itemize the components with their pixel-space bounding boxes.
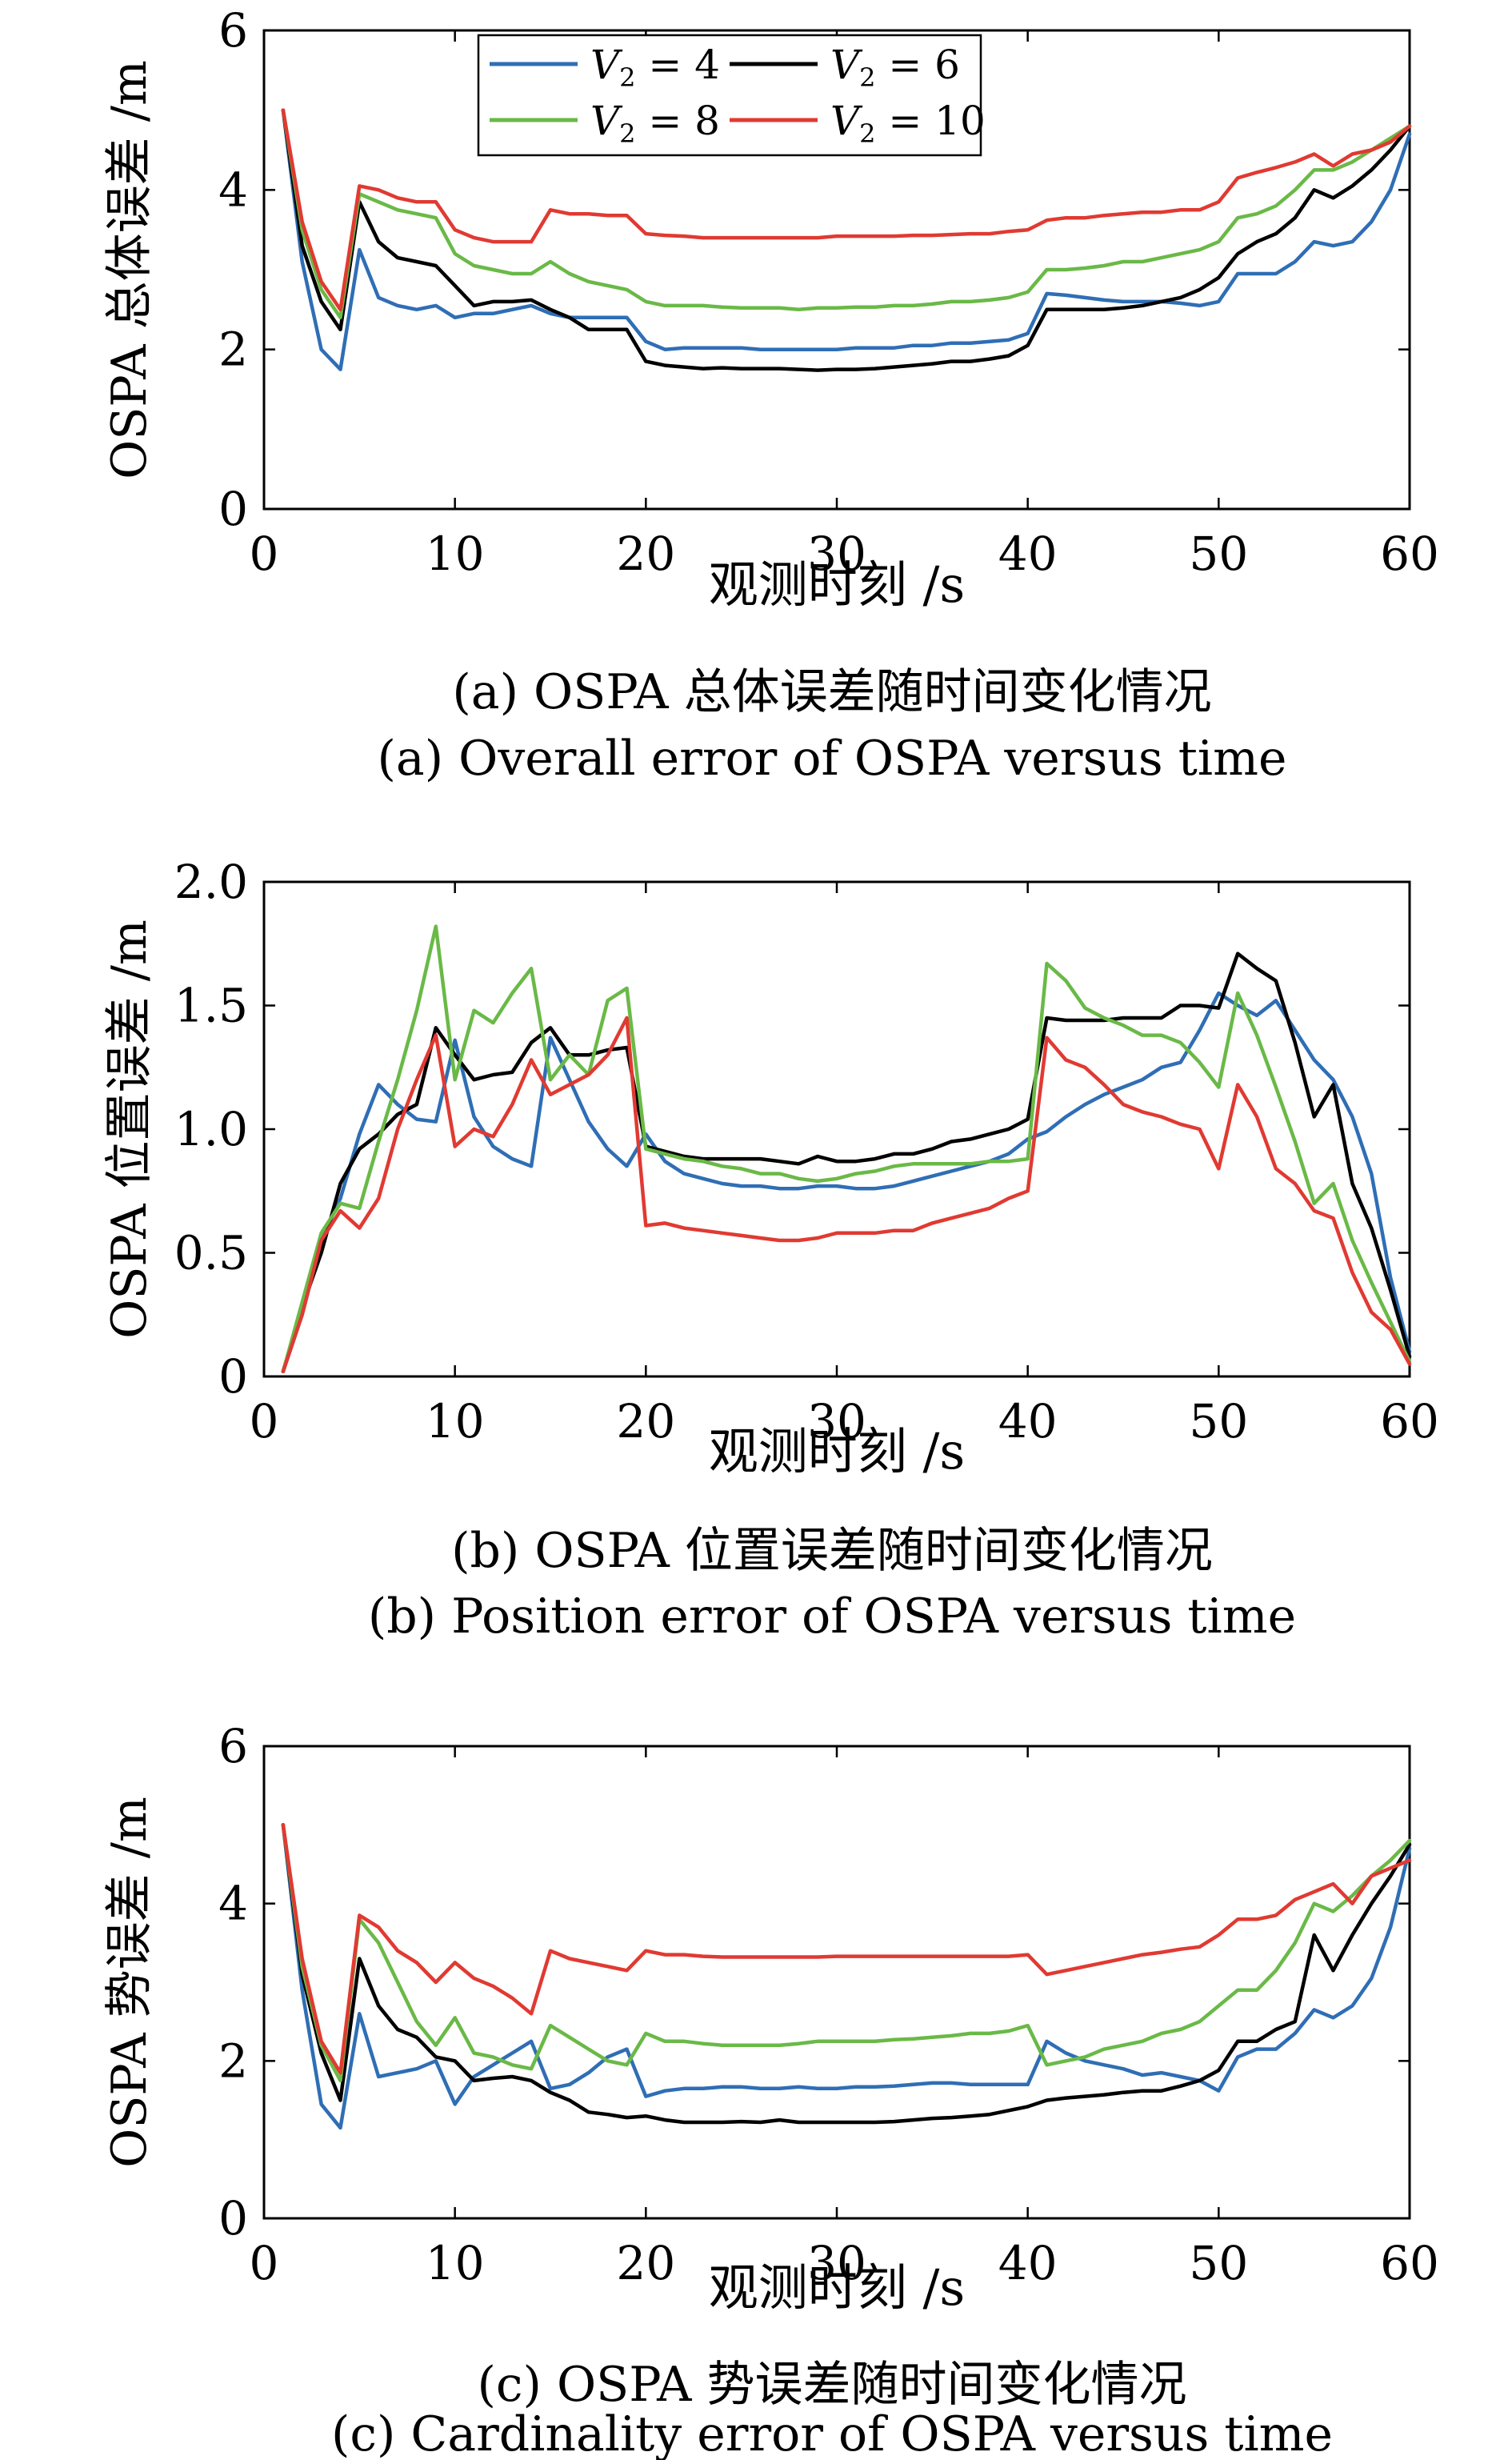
figure-caption-english: (b) Position error of OSPA versus time: [368, 1589, 1296, 1645]
legend-value: = 6: [875, 42, 960, 88]
x-tick-label: 30: [807, 1394, 866, 1448]
figure-caption-chinese: (c) OSPA 势误差随时间变化情况: [477, 2357, 1186, 2413]
legend-sub: 2: [859, 62, 875, 93]
chart-panel-1: 0 10 20 30 40 50 60 0 2 4 6 观测时刻 /s OSPA 总体误差 /m (a) …: [102, 3, 1439, 787]
y-axis-label: OSPA 位置误差 /m: [102, 919, 158, 1339]
x-axis-label: 观测时刻 /s: [709, 555, 965, 614]
legend-label: V2 = 8: [590, 98, 720, 149]
legend-sub: 2: [859, 118, 875, 149]
series-line-3: [281, 924, 1412, 1374]
figure-caption-chinese: (b) OSPA 位置误差随时间变化情况: [451, 1523, 1213, 1579]
y-tick-label: 6: [218, 3, 248, 58]
legend-label: V2 = 6: [830, 42, 960, 93]
chart-panel-2: 0 10 20 30 40 50 60 0 0.5 1.0 1.5 2.0 观测时刻 /s OSPA 位置…: [102, 855, 1439, 1645]
x-tick-label: 50: [1189, 1394, 1248, 1448]
x-tick-label: 40: [998, 527, 1058, 581]
x-tick-label: 50: [1189, 2236, 1248, 2290]
series-line-2: [281, 952, 1412, 1374]
x-tick-label: 60: [1380, 2236, 1439, 2290]
legend-label: V2 = 4: [590, 42, 720, 93]
series-line-1: [281, 1823, 1412, 2130]
y-tick-label: 2: [218, 2033, 248, 2088]
y-tick-label: 0: [218, 482, 248, 536]
legend: V2 = 4 V2 = 6V2 = 8 V2 = 10: [477, 34, 986, 157]
series-line-1: [281, 108, 1412, 371]
series-line-3: [281, 1823, 1412, 2083]
figure-caption-english: (c) Cardinality error of OSPA versus tim…: [331, 2406, 1333, 2460]
y-axis-label: OSPA 总体误差 /m: [102, 60, 158, 479]
y-tick-label: 1.0: [174, 1102, 248, 1156]
x-tick-label: 60: [1380, 1394, 1439, 1448]
series-line-4: [281, 1016, 1412, 1374]
legend-value: = 10: [875, 98, 985, 144]
legend-var: V: [590, 98, 623, 144]
y-tick-label: 6: [218, 1719, 248, 1773]
x-axis-label: 观测时刻 /s: [709, 2258, 965, 2317]
legend-var: V: [590, 42, 623, 88]
y-tick-label: 2.0: [174, 855, 248, 909]
series-line-2: [281, 108, 1412, 372]
x-tick-label: 60: [1380, 527, 1439, 581]
x-tick-label: 10: [426, 1394, 485, 1448]
series-line-4: [281, 108, 1412, 312]
x-axis-label: 观测时刻 /s: [709, 1422, 965, 1480]
y-tick-label: 2: [218, 323, 248, 377]
series-line-2: [281, 1823, 1412, 2125]
x-tick-label: 20: [616, 1394, 675, 1448]
x-tick-label: 30: [807, 527, 866, 581]
legend-sub: 2: [619, 118, 635, 149]
x-tick-label: 50: [1189, 527, 1248, 581]
y-axis-label: OSPA 势误差 /m: [102, 1797, 158, 2168]
legend-label: V2 = 10: [830, 98, 986, 149]
chart-panel-3: 0 10 20 30 40 50 60 0 2 4 6 观测时刻 /s OSPA 势误差 /m (c) O…: [102, 1719, 1439, 2460]
x-tick-label: 10: [426, 527, 485, 581]
x-tick-label: 0: [250, 1394, 279, 1448]
y-tick-label: 0: [218, 2191, 248, 2246]
series-line-3: [281, 108, 1412, 320]
legend-var: V: [830, 42, 863, 88]
x-tick-label: 40: [998, 2236, 1058, 2290]
y-tick-label: 1.5: [174, 979, 248, 1033]
legend-var: V: [830, 98, 863, 144]
legend-sub: 2: [619, 62, 635, 93]
figure-caption-english: (a) Overall error of OSPA versus time: [378, 731, 1287, 787]
legend-box: [477, 34, 982, 157]
y-tick-label: 0: [218, 1349, 248, 1404]
x-tick-label: 0: [250, 527, 279, 581]
series-line-4: [281, 1823, 1412, 2075]
x-tick-label: 20: [616, 2236, 675, 2290]
figure-caption-chinese: (a) OSPA 总体误差随时间变化情况: [452, 664, 1211, 720]
y-tick-label: 0.5: [174, 1226, 248, 1280]
x-tick-label: 20: [616, 527, 675, 581]
x-tick-label: 30: [807, 2236, 866, 2290]
y-tick-label: 4: [218, 162, 248, 217]
x-tick-label: 40: [998, 1394, 1058, 1448]
x-tick-label: 0: [250, 2236, 279, 2290]
legend-value: = 8: [635, 98, 720, 144]
x-tick-label: 10: [426, 2236, 485, 2290]
y-tick-label: 4: [218, 1877, 248, 1931]
legend-value: = 4: [635, 42, 720, 88]
